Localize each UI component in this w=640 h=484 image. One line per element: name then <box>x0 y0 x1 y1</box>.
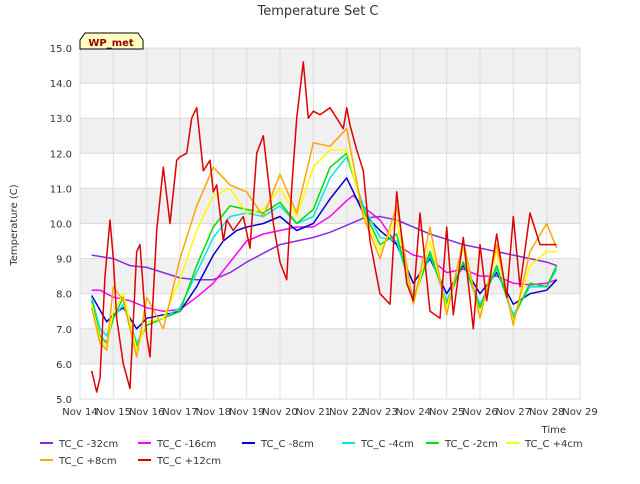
x-axis-label: Time <box>541 425 566 436</box>
legend-item: TC_C -4cm <box>342 439 414 450</box>
legend-item: TC_C +12cm <box>138 456 221 467</box>
series-line <box>90 156 558 344</box>
series-line <box>90 61 557 393</box>
legend-item: TC_C +8cm <box>40 456 117 467</box>
series-line <box>90 127 558 358</box>
legend-label: TC_C +12cm <box>156 456 221 467</box>
x-tick-label: Nov 27 <box>496 407 531 418</box>
plot-band <box>80 118 580 154</box>
x-tick-label: Nov 15 <box>96 407 131 418</box>
y-tick-label: 11.0 <box>50 184 72 195</box>
y-axis-label: Temperature (C) <box>9 184 20 266</box>
y-tick-label: 14.0 <box>50 79 72 90</box>
plot-bands <box>80 48 580 364</box>
legend: TC_C -32cm TC_C -16cm TC_C -8cm TC_C -4cm TC… <box>40 439 583 467</box>
x-tick-label: Nov 25 <box>429 407 464 418</box>
y-tick-label: 10.0 <box>50 220 72 231</box>
plot-band <box>80 188 580 224</box>
x-tick-label: Nov 29 <box>562 407 597 418</box>
y-tick-label: 13.0 <box>50 114 72 125</box>
annotation-box: WP_met <box>79 32 144 50</box>
legend-item: TC_C -16cm <box>138 439 216 450</box>
x-tick-label: Nov 21 <box>296 407 331 418</box>
series-line <box>91 215 557 281</box>
legend-item: TC_C -32cm <box>40 439 118 450</box>
legend-label: TC_C -4cm <box>360 439 414 450</box>
x-tick-label: Nov 16 <box>129 407 164 418</box>
x-tick-label: Nov 26 <box>462 407 497 418</box>
legend-item: TC_C +4cm <box>506 439 583 450</box>
legend-label: TC_C -32cm <box>58 439 118 450</box>
x-tick-label: Nov 19 <box>229 407 264 418</box>
y-tick-label: 15.0 <box>50 44 72 55</box>
legend-label: TC_C -16cm <box>156 439 216 450</box>
x-tick-label: Nov 17 <box>162 407 197 418</box>
plot-band <box>80 328 580 364</box>
annotation-label: WP_met <box>88 38 134 49</box>
x-tick-label: Nov 23 <box>362 407 397 418</box>
y-tick-label: 5.0 <box>56 395 72 406</box>
legend-item: TC_C -2cm <box>426 439 498 450</box>
y-tick-label: 9.0 <box>56 255 72 266</box>
legend-label: TC_C -2cm <box>444 439 498 450</box>
x-tick-label: Nov 24 <box>396 407 431 418</box>
legend-label: TC_C -8cm <box>260 439 314 450</box>
legend-label: TC_C +8cm <box>58 456 117 467</box>
y-tick-label: 6.0 <box>56 360 72 371</box>
y-tick-label: 8.0 <box>56 290 72 301</box>
series-lines <box>90 61 558 393</box>
y-tick-label: 12.0 <box>50 149 72 160</box>
y-tick-label: 7.0 <box>56 325 72 336</box>
series-line <box>91 194 557 313</box>
x-tick-label: Nov 14 <box>62 407 97 418</box>
y-axis-ticks: 5.0 6.0 7.0 8.0 9.0 10.0 11.0 12.0 13.0 14.0 15.0 <box>50 44 72 406</box>
plot-band <box>80 48 580 84</box>
x-tick-label: Nov 20 <box>262 407 297 418</box>
legend-label: TC_C +4cm <box>524 439 583 450</box>
x-tick-label: Nov 18 <box>196 407 231 418</box>
x-tick-label: Nov 28 <box>529 407 564 418</box>
legend-item: TC_C -8cm <box>242 439 314 450</box>
x-tick-label: Nov 22 <box>329 407 364 418</box>
chart-title: Temperature Set C <box>256 4 378 19</box>
